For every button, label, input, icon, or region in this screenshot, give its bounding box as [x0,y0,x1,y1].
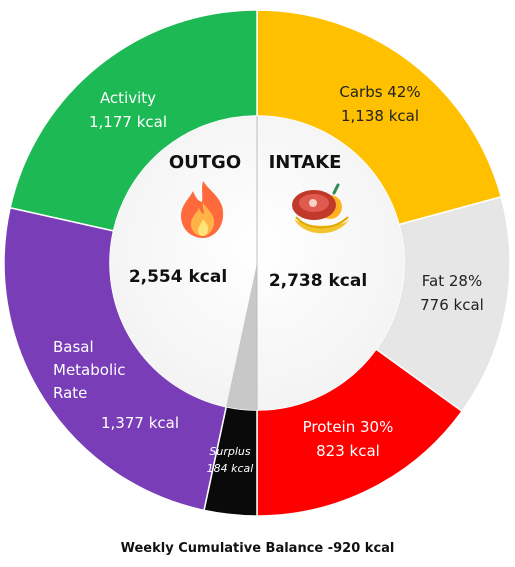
labels-layer: Carbs 42% 1,138 kcal Fat 28% 776 kcal Protei… [53,83,484,475]
label-bmr-value-line-0: 1,377 kcal [101,414,179,432]
label-fat-line-0: Fat 28% [422,272,482,290]
food-icon [292,183,350,234]
outgo-title: OUTGO [169,152,241,173]
fire-icon [181,181,224,238]
intake-total: 2,738 kcal [269,271,367,291]
outgo-total: 2,554 kcal [129,267,227,287]
intake-title: INTAKE [269,152,342,173]
label-carbs-line-0: Carbs 42% [339,83,420,101]
label-carbs-line-1: 1,138 kcal [341,107,419,125]
label-bmr-name-line-2: Rate [53,384,87,402]
label-bmr-name-line-1: Metabolic [53,361,126,379]
label-activity-line-1: 1,177 kcal [89,113,167,131]
label-protein-line-1: 823 kcal [316,442,380,460]
label-protein-line-0: Protein 30% [303,418,394,436]
label-fat-line-1: 776 kcal [420,296,484,314]
surplus-hub-wedge [226,263,257,410]
label-bmr-name-line-0: Basal [53,338,94,356]
label-surplus-line-0: Surplus [209,445,250,458]
hub-divider-layer [226,116,258,410]
label-activity-line-0: Activity [100,89,156,107]
label-surplus-line-1: 184 kcal [207,462,254,475]
chart-caption: Weekly Cumulative Balance -920 kcal [120,541,395,556]
slices-layer [3,9,511,517]
